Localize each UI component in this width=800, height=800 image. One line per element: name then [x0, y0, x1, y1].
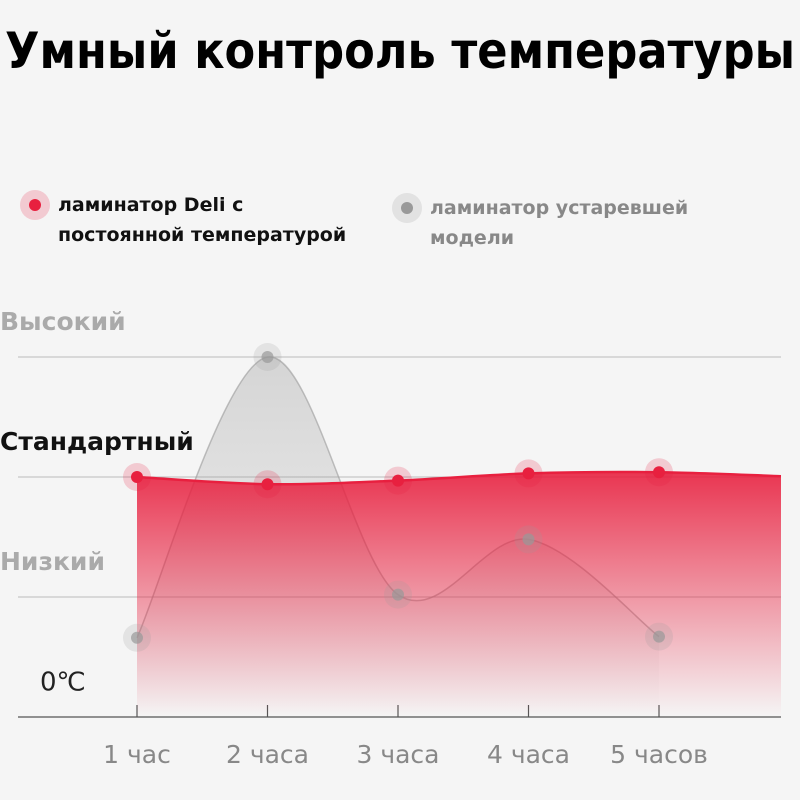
legend-marker	[390, 193, 424, 223]
point	[131, 631, 143, 644]
point	[261, 478, 274, 491]
point	[261, 351, 274, 363]
legend-marker	[18, 190, 52, 220]
chart-title: Умный контроль температуры	[5, 22, 795, 80]
x-tick-label: 3 часа	[356, 740, 439, 769]
legend-item: ламинатор устаревшей модели	[390, 193, 710, 253]
point	[392, 588, 404, 601]
y-tick-label: 0℃	[40, 668, 86, 698]
x-tick-label: 4 часа	[487, 740, 570, 769]
y-tick-label: Низкий	[0, 547, 105, 576]
x-tick-label: 1 час	[103, 740, 171, 769]
point	[522, 467, 535, 480]
area	[137, 471, 781, 717]
y-tick-label: Стандартный	[0, 427, 194, 456]
point	[131, 471, 143, 483]
x-tick-label: 5 часов	[610, 740, 708, 769]
point	[653, 630, 665, 643]
line	[136, 470, 782, 486]
legend-label: ламинатор устаревшей модели	[430, 197, 689, 249]
point	[392, 474, 404, 487]
legend-label: ламинатор Deli с постоянной температурой	[58, 194, 347, 246]
x-tick-label: 2 часа	[226, 740, 309, 769]
legend-item: ламинатор Deli с постоянной температурой	[18, 190, 348, 250]
y-tick-label: Высокий	[0, 307, 126, 336]
point	[653, 466, 665, 479]
point	[522, 533, 535, 546]
